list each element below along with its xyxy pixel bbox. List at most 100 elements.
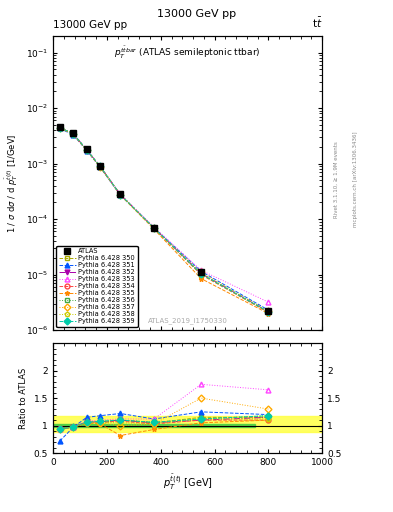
Pythia 6.428 353 [199,267,204,273]
Pythia 6.428 350 [71,131,75,137]
Pythia 6.428 354 [84,147,89,153]
Line: Pythia 6.428 355: Pythia 6.428 355 [57,125,271,316]
Pythia 6.428 354 [57,125,62,131]
Pythia 6.428 355 [199,275,204,282]
Y-axis label: 1 / $\sigma$ d$\sigma$ / d $p_T^{\bar{t}(t)}$ [1/GeV]: 1 / $\sigma$ d$\sigma$ / d $p_T^{\bar{t}… [3,133,20,233]
Pythia 6.428 353 [57,124,62,131]
Pythia 6.428 351 [118,192,123,198]
Pythia 6.428 356 [152,225,156,231]
Pythia 6.428 353 [84,146,89,153]
Line: Pythia 6.428 357: Pythia 6.428 357 [57,125,271,314]
Pythia 6.428 354 [199,271,204,278]
Pythia 6.428 355 [84,147,89,153]
Pythia 6.428 354 [266,309,271,315]
Pythia 6.428 357 [118,192,123,198]
Pythia 6.428 354 [118,191,123,198]
Line: Pythia 6.428 358: Pythia 6.428 358 [57,125,271,314]
Pythia 6.428 357 [84,147,89,153]
Pythia 6.428 357 [98,164,103,170]
Pythia 6.428 355 [118,192,123,198]
Y-axis label: Ratio to ATLAS: Ratio to ATLAS [19,368,28,429]
Line: Pythia 6.428 356: Pythia 6.428 356 [57,125,271,314]
Pythia 6.428 354 [71,131,75,137]
Pythia 6.428 350 [98,164,103,170]
Pythia 6.428 359 [266,309,271,315]
Pythia 6.428 356 [118,191,123,198]
Pythia 6.428 350 [118,191,123,198]
Pythia 6.428 350 [84,147,89,153]
Line: Pythia 6.428 354: Pythia 6.428 354 [57,125,271,314]
Pythia 6.428 350 [57,125,62,131]
Pythia 6.428 352 [98,163,103,169]
Line: Pythia 6.428 353: Pythia 6.428 353 [57,125,271,305]
Text: Rivet 3.1.10, ≥ 1.9M events: Rivet 3.1.10, ≥ 1.9M events [334,141,338,218]
Pythia 6.428 356 [57,124,62,131]
Pythia 6.428 352 [71,131,75,137]
Pythia 6.428 356 [98,163,103,169]
Bar [53,416,322,432]
Pythia 6.428 359 [98,163,103,169]
Pythia 6.428 356 [199,270,204,276]
Pythia 6.428 352 [152,225,156,231]
Line: Pythia 6.428 350: Pythia 6.428 350 [57,125,271,315]
Pythia 6.428 355 [98,164,103,170]
Pythia 6.428 352 [199,270,204,276]
Line: Pythia 6.428 351: Pythia 6.428 351 [57,126,271,313]
X-axis label: $p_T^{\bar{t}(t)}$ [GeV]: $p_T^{\bar{t}(t)}$ [GeV] [163,473,213,492]
Pythia 6.428 353 [266,299,271,305]
Pythia 6.428 358 [199,270,204,276]
Pythia 6.428 350 [266,309,271,315]
Pythia 6.428 358 [84,147,89,153]
Pythia 6.428 358 [152,225,156,231]
Text: ATLAS_2019_I1750330: ATLAS_2019_I1750330 [148,317,228,325]
Pythia 6.428 353 [98,163,103,169]
Pythia 6.428 356 [266,309,271,315]
Pythia 6.428 359 [71,131,75,137]
Pythia 6.428 350 [152,225,156,231]
Pythia 6.428 353 [71,131,75,137]
Pythia 6.428 358 [98,163,103,169]
Pythia 6.428 359 [57,124,62,131]
Pythia 6.428 351 [199,268,204,274]
Pythia 6.428 352 [266,309,271,315]
Pythia 6.428 354 [98,164,103,170]
Line: Pythia 6.428 352: Pythia 6.428 352 [57,125,271,314]
Pythia 6.428 353 [152,224,156,230]
Pythia 6.428 359 [84,146,89,153]
Pythia 6.428 357 [152,225,156,231]
Pythia 6.428 355 [57,125,62,131]
Pythia 6.428 357 [71,131,75,137]
Pythia 6.428 359 [118,191,123,198]
Text: 13000 GeV pp: 13000 GeV pp [53,20,127,30]
Pythia 6.428 358 [57,124,62,131]
Bar [53,424,255,427]
Pythia 6.428 351 [84,147,89,154]
Pythia 6.428 356 [84,147,89,153]
Pythia 6.428 359 [152,225,156,231]
Text: 13000 GeV pp: 13000 GeV pp [157,9,236,19]
Pythia 6.428 352 [118,191,123,198]
Text: $p_T^{t\bar{t}bar}$ (ATLAS semileptonic ttbar): $p_T^{t\bar{t}bar}$ (ATLAS semileptonic … [114,45,261,61]
Pythia 6.428 358 [71,131,75,137]
Pythia 6.428 357 [266,308,271,314]
Pythia 6.428 350 [199,272,204,278]
Pythia 6.428 356 [71,131,75,137]
Pythia 6.428 352 [57,124,62,131]
Pythia 6.428 351 [98,164,103,170]
Pythia 6.428 351 [71,132,75,138]
Pythia 6.428 352 [84,146,89,153]
Pythia 6.428 357 [199,269,204,275]
Pythia 6.428 358 [118,191,123,198]
Pythia 6.428 355 [152,226,156,232]
Pythia 6.428 353 [118,191,123,198]
Pythia 6.428 351 [57,125,62,132]
Pythia 6.428 355 [71,131,75,137]
Pythia 6.428 351 [152,225,156,231]
Pythia 6.428 357 [57,125,62,131]
Text: t$\bar{t}$: t$\bar{t}$ [312,16,322,30]
Pythia 6.428 354 [152,225,156,231]
Legend: ATLAS, Pythia 6.428 350, Pythia 6.428 351, Pythia 6.428 352, Pythia 6.428 353, P: ATLAS, Pythia 6.428 350, Pythia 6.428 35… [56,246,138,327]
Text: mcplots.cern.ch [arXiv:1306.3436]: mcplots.cern.ch [arXiv:1306.3436] [353,132,358,227]
Pythia 6.428 358 [266,309,271,315]
Pythia 6.428 351 [266,307,271,313]
